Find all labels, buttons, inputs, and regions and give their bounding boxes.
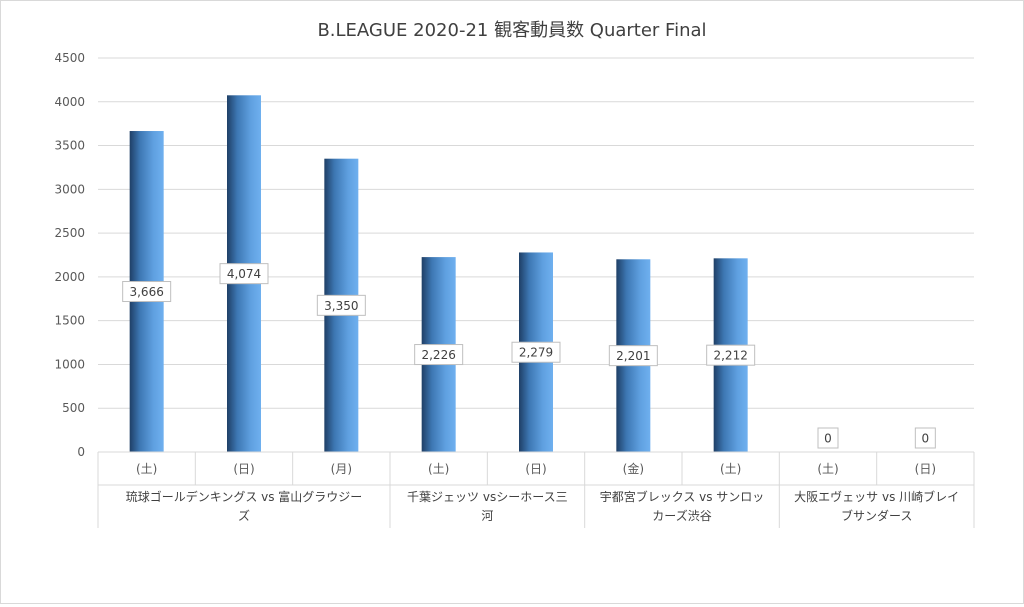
x-group-label: 河: [481, 509, 493, 523]
chart-title: B.LEAGUE 2020-21 観客動員数 Quarter Final: [317, 20, 706, 41]
x-group-label: 大阪エヴェッサ vs 川崎ブレイ: [794, 489, 959, 504]
data-label-text: 2,201: [616, 349, 650, 363]
data-label-text: 0: [824, 432, 832, 446]
x-category-label: (金): [623, 461, 644, 476]
data-label-box: [817, 427, 839, 449]
x-category-label: (土): [720, 462, 741, 476]
data-label: 2,279: [511, 341, 561, 363]
data-label-box: [706, 344, 756, 366]
data-label: 2,212: [706, 344, 756, 366]
y-tick-label: 1500: [54, 314, 85, 328]
y-tick-label: 0: [77, 445, 85, 459]
data-label-box: [608, 345, 658, 367]
y-tick-label: 4500: [54, 51, 85, 65]
data-label: 3,350: [316, 294, 366, 316]
x-group-label: 千葉ジェッツ vsシーホース三: [407, 490, 568, 504]
data-label-text: 0: [922, 432, 930, 446]
x-category-label: (日): [233, 462, 254, 476]
x-category-label: (土): [428, 462, 449, 476]
data-label-text: 2,279: [519, 346, 553, 360]
x-group-label: ズ: [238, 508, 250, 523]
x-category-label: (月): [331, 462, 352, 476]
data-label-box: [316, 294, 366, 316]
y-tick-label: 500: [62, 401, 85, 415]
x-category-label: (日): [915, 462, 936, 476]
data-label-text: 3,350: [324, 299, 358, 313]
data-labels: 3,666 4,074 3,350 2,226 2,279 2,201 2,212 0 0: [122, 263, 936, 449]
data-label-text: 2,226: [421, 348, 455, 362]
data-label: 2,201: [608, 345, 658, 367]
data-label: 2,226: [414, 344, 464, 366]
y-tick-label: 1000: [54, 357, 85, 371]
y-tick-label: 4000: [54, 95, 85, 109]
data-label: 0: [914, 427, 936, 449]
data-label-box: [219, 263, 269, 285]
data-label: 3,666: [122, 281, 172, 303]
y-tick-label: 3500: [54, 139, 85, 153]
data-label-box: [511, 341, 561, 363]
y-tick-label: 2000: [54, 270, 85, 284]
y-tick-label: 3000: [54, 182, 85, 196]
x-category-label: (土): [136, 462, 157, 476]
data-label-box: [914, 427, 936, 449]
y-axis-tick-labels: 0 500 1000 1500 2000 2500 3000 3500 4000 4500: [54, 51, 85, 459]
data-label-text: 3,666: [129, 285, 163, 299]
x-group-label: 琉球ゴールデンキングス vs 富山グラウジー: [126, 489, 363, 504]
x-group-label: ブサンダース: [841, 508, 912, 523]
x-group-label: 宇都宮ブレックス vs サンロッ: [600, 489, 765, 504]
data-label: 4,074: [219, 263, 269, 285]
data-label: 0: [817, 427, 839, 449]
y-tick-label: 2500: [54, 226, 85, 240]
data-label-box: [122, 281, 172, 303]
data-label-text: 4,074: [227, 267, 261, 281]
x-group-label: カーズ渋谷: [652, 508, 711, 523]
data-label-box: [414, 344, 464, 366]
x-category-label: (日): [525, 462, 546, 476]
x-axis: (土) (日) (月) (土) (日) (金) (土) (土) (日) 琉球ゴールデンキングス v…: [97, 451, 975, 528]
data-label-text: 2,212: [713, 349, 747, 363]
x-category-label: (土): [817, 462, 838, 476]
